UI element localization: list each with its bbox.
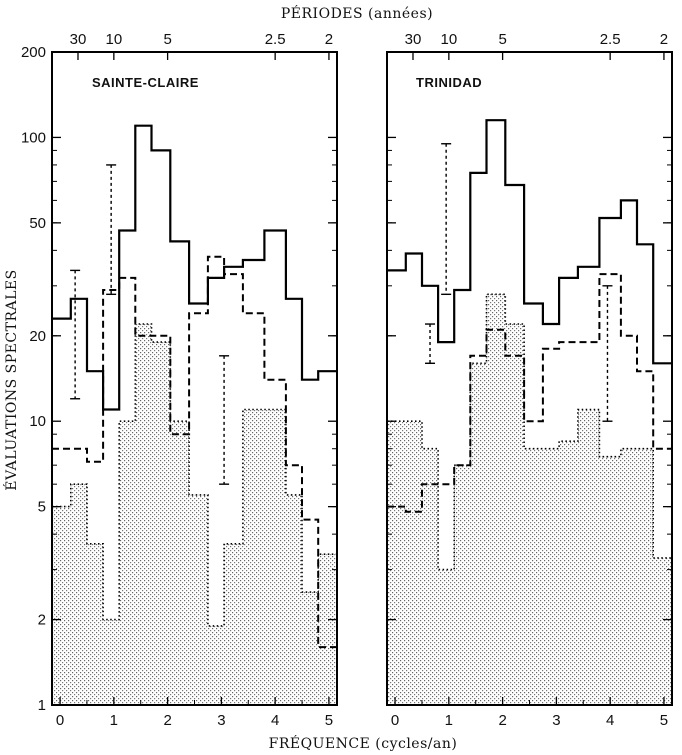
y-tick-label: 2 bbox=[38, 612, 46, 629]
x-tick-label: 4 bbox=[271, 712, 279, 729]
x-tick-label: 3 bbox=[552, 712, 560, 729]
series-dotted-line bbox=[387, 293, 672, 571]
y-tick-label: 1 bbox=[38, 697, 46, 714]
series-dotted-line bbox=[52, 323, 337, 627]
x-tick-label: 5 bbox=[325, 712, 333, 729]
series-dashed-line bbox=[387, 273, 672, 513]
y-tick-label: 5 bbox=[38, 499, 46, 516]
x-tick-label: 5 bbox=[660, 712, 668, 729]
period-tick-label: 2.5 bbox=[265, 31, 286, 48]
x-tick-label: 4 bbox=[606, 712, 614, 729]
period-tick-label: 10 bbox=[105, 31, 122, 48]
period-tick-label: 2 bbox=[660, 31, 668, 48]
x-tick-label: 1 bbox=[110, 712, 118, 729]
series-solid-line bbox=[52, 124, 337, 411]
period-tick-label: 2 bbox=[325, 31, 333, 48]
y-tick-label: 100 bbox=[21, 129, 46, 146]
x-tick-label: 0 bbox=[391, 712, 399, 729]
period-axis-title: PÉRIODES (années) bbox=[281, 4, 433, 22]
period-tick-label: 2.5 bbox=[600, 31, 621, 48]
period-tick-label: 30 bbox=[405, 31, 422, 48]
series-dashed-line bbox=[52, 255, 337, 649]
series-dotted-fill bbox=[52, 324, 337, 705]
x-tick-label: 3 bbox=[217, 712, 225, 729]
period-tick-label: 30 bbox=[70, 31, 87, 48]
x-tick-label: 1 bbox=[445, 712, 453, 729]
y-tick-label: 20 bbox=[29, 328, 46, 345]
spectral-axis-title: ÉVALUATIONS SPECTRALES bbox=[2, 269, 20, 490]
panel-title-trinidad: TRINIDAD bbox=[416, 75, 482, 90]
series-solid-line bbox=[387, 119, 672, 365]
y-tick-label: 10 bbox=[29, 413, 46, 430]
series-dotted-fill bbox=[387, 294, 672, 705]
x-tick-label: 0 bbox=[56, 712, 64, 729]
panel-title-sainte-claire: SAINTE-CLAIRE bbox=[92, 75, 199, 90]
period-tick-label: 5 bbox=[163, 31, 171, 48]
period-tick-label: 10 bbox=[440, 31, 457, 48]
x-tick-label: 2 bbox=[498, 712, 506, 729]
x-tick-label: 2 bbox=[163, 712, 171, 729]
period-tick-label: 5 bbox=[498, 31, 506, 48]
y-tick-label: 50 bbox=[29, 215, 46, 232]
frequency-axis-title: FRÉQUENCE (cycles/an) bbox=[269, 734, 458, 752]
y-tick-label: 200 bbox=[21, 44, 46, 61]
panel-trinidad: TRINIDAD 0 1 2 3 4 5 30 10 5 2.5 2 bbox=[386, 31, 673, 729]
